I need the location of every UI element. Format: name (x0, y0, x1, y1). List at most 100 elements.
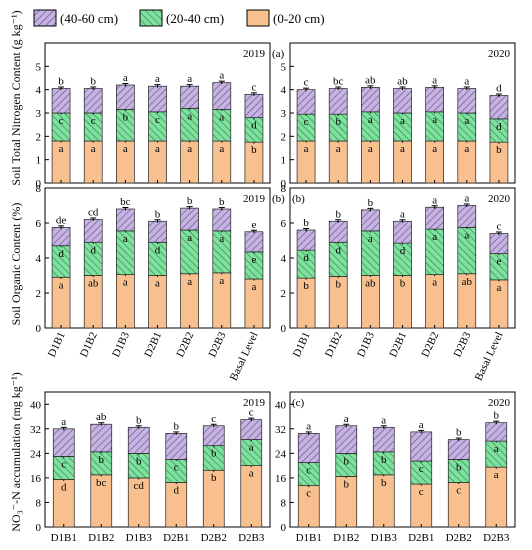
bar-segment (372, 426, 395, 453)
ylabel-organic: Soil Organic Content (%) (9, 203, 23, 326)
legend-label-40-60: (40-60 cm) (60, 11, 118, 26)
significance-letter: c (306, 465, 311, 477)
bar-segment (447, 439, 470, 460)
panel-letter: (a) (272, 48, 285, 60)
significance-letter: d (174, 485, 180, 497)
significance-letter: a (155, 143, 160, 155)
significance-letter: a (432, 114, 437, 126)
bar-segment (393, 88, 412, 114)
significance-letter: a (249, 442, 254, 454)
significance-letter: d (496, 121, 502, 133)
y-tick-label: 1 (36, 155, 42, 167)
y-tick-label: 4 (36, 253, 42, 265)
panel-year: 2019 (243, 397, 266, 409)
bar-segment (361, 209, 380, 232)
x-tick-label: D1B2 (323, 330, 345, 359)
significance-letter: bc (333, 76, 344, 88)
x-tick-label: D1B1 (296, 532, 322, 544)
significance-letter: c (306, 488, 311, 500)
significance-letter: a (494, 443, 499, 455)
bar-segment (244, 231, 264, 253)
significance-letter: a (368, 143, 373, 155)
significance-letter: b (368, 197, 374, 209)
significance-letter: a (219, 275, 224, 287)
bar-segment (244, 93, 264, 119)
significance-letter: ab (462, 276, 473, 288)
ylabel-nitrate: NO₃⁻-N accumulation (mg kg⁻¹) (9, 372, 23, 531)
significance-letter: a (344, 413, 349, 425)
significance-letter: a (187, 110, 192, 122)
x-tick-label: D2B2 (446, 532, 472, 544)
bar-segment (328, 220, 348, 243)
x-tick-label: D2B3 (483, 532, 510, 544)
bar-segment (296, 229, 316, 251)
significance-letter: a (123, 277, 128, 289)
significance-letter: b (456, 462, 462, 474)
y-tick-label: 6 (36, 218, 42, 230)
panel-year: 2019 (243, 193, 266, 205)
bar-segment (51, 227, 71, 247)
significance-letter: a (432, 231, 437, 243)
significance-letter: a (381, 414, 386, 426)
legend-swatch-40-60 (33, 9, 57, 27)
x-tick-label: D2B1 (163, 532, 189, 544)
y-tick-label: 8 (36, 497, 42, 509)
bar-segment (116, 84, 135, 110)
bar-segment (83, 219, 103, 243)
x-tick-label: D2B2 (201, 532, 227, 544)
legend: (40-60 cm) (20-40 cm) (0-20 cm) (33, 9, 325, 27)
significance-letter: de (56, 214, 67, 226)
significance-letter: b (251, 144, 257, 156)
significance-letter: c (91, 115, 96, 127)
bar-segment (202, 425, 225, 447)
bar-segment (116, 208, 135, 232)
bar-segment (425, 206, 444, 230)
significance-letter: b (187, 195, 193, 207)
y-tick-label: 0 (281, 178, 287, 190)
y-tick-label: 5 (36, 61, 42, 73)
significance-letter: a (336, 143, 341, 155)
bar-segment (148, 220, 167, 243)
x-tick-label: D1B3 (371, 532, 398, 544)
significance-letter: a (432, 194, 437, 206)
significance-letter: b (90, 76, 96, 88)
significance-letter: a (59, 143, 64, 155)
y-tick-label: 4 (36, 85, 42, 97)
bar-segment (127, 426, 150, 454)
significance-letter: a (219, 143, 224, 155)
x-tick-label: D2B1 (408, 532, 434, 544)
y-tick-label: 24 (275, 448, 287, 460)
x-tick-label: D2B2 (174, 330, 196, 359)
panel-letter: (b) (272, 193, 285, 205)
plot-frame (44, 391, 271, 528)
x-tick-label: D2B1 (142, 330, 164, 359)
bar-segment (180, 207, 199, 231)
significance-letter: a (59, 279, 64, 291)
significance-letter: c (61, 458, 66, 470)
y-tick-label: 32 (275, 424, 286, 436)
x-tick-label: D2B3 (452, 330, 474, 359)
significance-letter: c (304, 116, 309, 128)
bar-segment (212, 82, 232, 110)
significance-letter: e (251, 254, 256, 266)
significance-letter: c (456, 485, 461, 497)
significance-letter: c (304, 77, 309, 89)
y-tick-label: 32 (30, 424, 41, 436)
bar-segment (212, 208, 232, 232)
significance-letter: a (187, 232, 192, 244)
significance-letter: d (61, 481, 67, 493)
significance-letter: a (123, 72, 128, 84)
x-tick-label: D1B1 (51, 532, 77, 544)
bar-segment (83, 88, 103, 114)
significance-letter: b (303, 217, 309, 229)
significance-letter: d (400, 245, 406, 257)
y-tick-label: 0 (36, 178, 42, 190)
significance-letter: ab (88, 278, 99, 290)
significance-letter: b (381, 477, 387, 489)
significance-letter: b (211, 472, 217, 484)
panel-year: 2019 (243, 48, 266, 60)
significance-letter: a (306, 420, 311, 432)
